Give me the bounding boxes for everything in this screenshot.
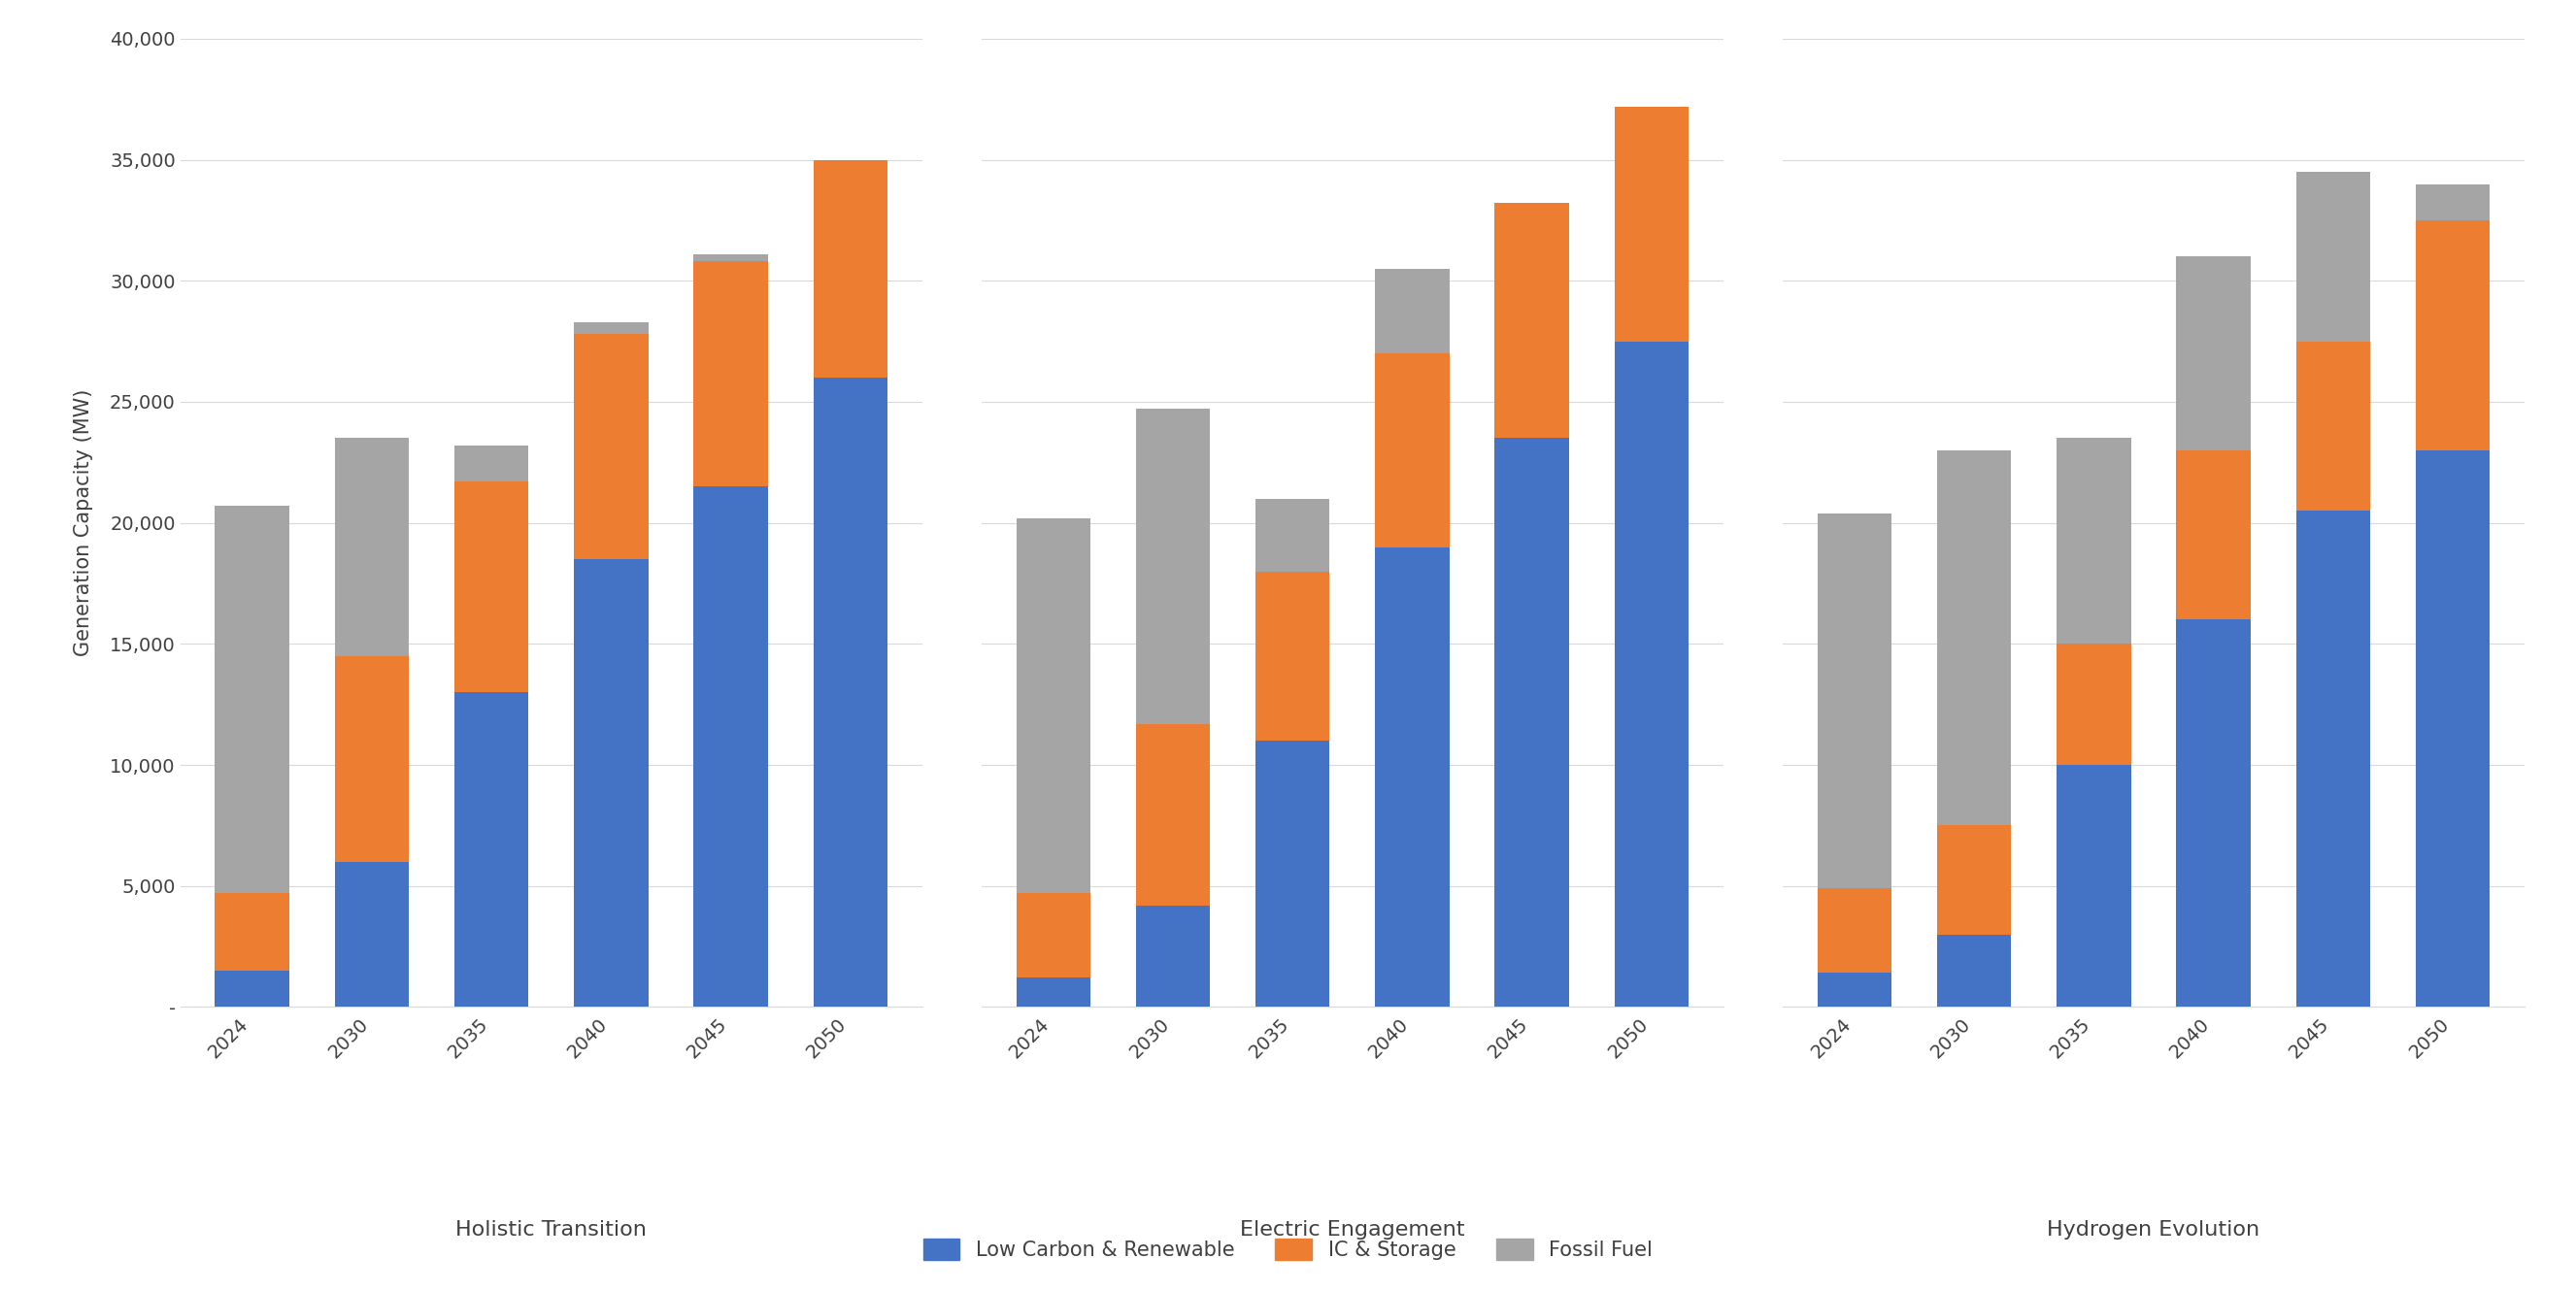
Bar bbox=[1494, 438, 1569, 1007]
Y-axis label: Generation Capacity (MW): Generation Capacity (MW) bbox=[75, 389, 93, 657]
Bar bbox=[814, 377, 889, 1007]
Bar bbox=[1136, 409, 1211, 724]
Bar bbox=[1816, 973, 1891, 1007]
Bar bbox=[574, 334, 649, 559]
Bar bbox=[1494, 204, 1569, 438]
Bar bbox=[2177, 620, 2251, 1007]
Bar bbox=[2056, 438, 2130, 644]
Bar bbox=[693, 261, 768, 487]
Bar bbox=[693, 487, 768, 1007]
Bar bbox=[2056, 644, 2130, 764]
Bar bbox=[214, 506, 289, 893]
Bar bbox=[453, 445, 528, 482]
Bar bbox=[574, 559, 649, 1007]
Bar bbox=[2416, 221, 2491, 451]
Bar bbox=[1816, 888, 1891, 973]
Bar bbox=[1615, 341, 1690, 1007]
Bar bbox=[1816, 513, 1891, 888]
Bar bbox=[1376, 269, 1450, 354]
Bar bbox=[1255, 741, 1329, 1007]
Bar bbox=[1015, 518, 1090, 893]
Text: Holistic Transition: Holistic Transition bbox=[456, 1220, 647, 1239]
Bar bbox=[2416, 185, 2491, 221]
Bar bbox=[574, 321, 649, 334]
Bar bbox=[2056, 764, 2130, 1007]
Bar bbox=[1136, 905, 1211, 1007]
Bar bbox=[1376, 547, 1450, 1007]
Bar bbox=[1937, 825, 2012, 935]
Bar bbox=[335, 438, 410, 656]
Bar bbox=[1136, 724, 1211, 905]
Bar bbox=[453, 692, 528, 1007]
Bar bbox=[2295, 172, 2370, 341]
Bar bbox=[1015, 893, 1090, 979]
Bar bbox=[1255, 498, 1329, 571]
Bar bbox=[1015, 979, 1090, 1007]
Bar bbox=[2177, 257, 2251, 451]
Bar bbox=[1937, 935, 2012, 1007]
Bar bbox=[2416, 451, 2491, 1007]
Bar bbox=[1376, 354, 1450, 547]
Bar bbox=[214, 893, 289, 971]
Bar bbox=[335, 862, 410, 1007]
Bar bbox=[1255, 571, 1329, 741]
Legend: Low Carbon & Renewable, IC & Storage, Fossil Fuel: Low Carbon & Renewable, IC & Storage, Fo… bbox=[914, 1230, 1662, 1268]
Bar bbox=[2295, 511, 2370, 1007]
Bar bbox=[453, 482, 528, 692]
Bar bbox=[693, 254, 768, 261]
Bar bbox=[2295, 341, 2370, 511]
Bar bbox=[1937, 451, 2012, 825]
Text: Electric Engagement: Electric Engagement bbox=[1239, 1220, 1466, 1239]
Bar bbox=[335, 656, 410, 862]
Bar bbox=[1615, 107, 1690, 341]
Bar bbox=[214, 971, 289, 1007]
Bar bbox=[2177, 451, 2251, 620]
Bar bbox=[814, 160, 889, 377]
Text: Hydrogen Evolution: Hydrogen Evolution bbox=[2048, 1220, 2259, 1239]
